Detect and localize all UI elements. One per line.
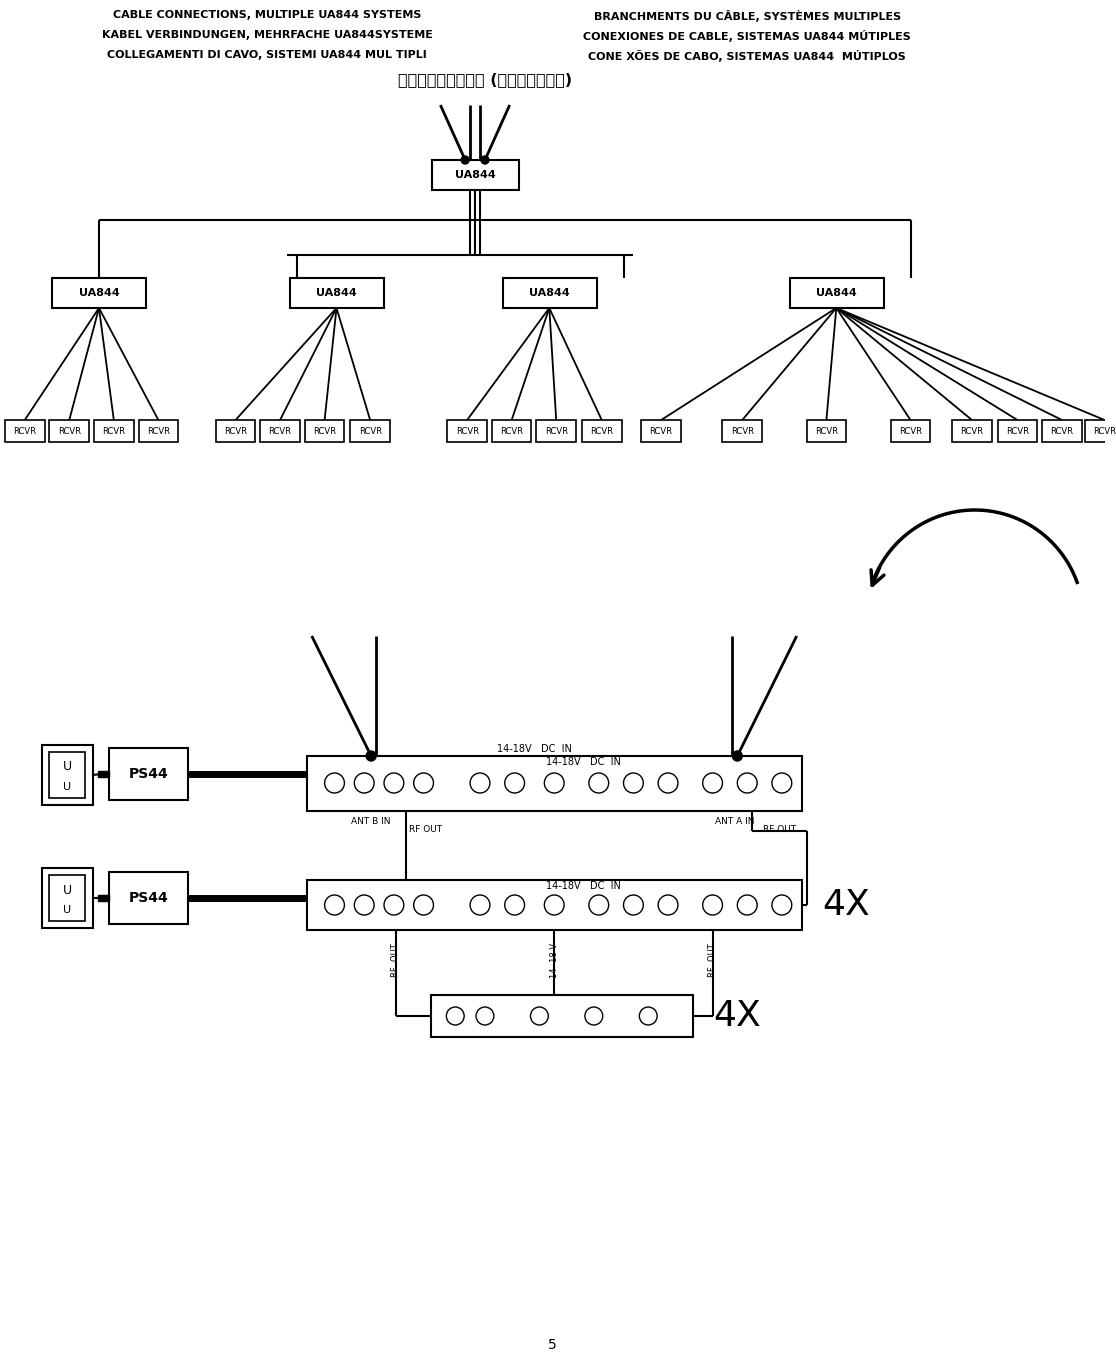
Text: CONEXIONES DE CABLE, SISTEMAS UA844 MÚTIPLES: CONEXIONES DE CABLE, SISTEMAS UA844 MÚTI… xyxy=(584,30,911,42)
Text: RCVR: RCVR xyxy=(1093,426,1116,436)
Text: RF  OUT: RF OUT xyxy=(708,943,718,977)
Bar xyxy=(432,160,519,190)
Text: RCVR: RCVR xyxy=(314,426,336,436)
Bar xyxy=(49,876,85,921)
Text: ANT B IN: ANT B IN xyxy=(352,817,391,825)
Text: 4X: 4X xyxy=(713,999,761,1033)
Bar xyxy=(891,419,931,443)
Text: U: U xyxy=(64,906,71,915)
Text: 14-18V   DC  IN: 14-18V DC IN xyxy=(547,757,622,766)
Bar xyxy=(722,419,762,443)
Bar xyxy=(305,419,345,443)
Text: RF  OUT: RF OUT xyxy=(392,943,401,977)
Bar xyxy=(1085,419,1116,443)
Text: RCVR: RCVR xyxy=(650,426,673,436)
Text: 5: 5 xyxy=(548,1339,557,1352)
Text: COLLEGAMENTI DI CAVO, SISTEMI UA844 MUL TIPLI: COLLEGAMENTI DI CAVO, SISTEMI UA844 MUL … xyxy=(107,51,427,60)
Text: UA844: UA844 xyxy=(78,288,119,298)
Text: U: U xyxy=(62,761,71,773)
Text: U: U xyxy=(64,781,71,792)
Text: RF OUT: RF OUT xyxy=(763,825,797,833)
Circle shape xyxy=(732,751,742,761)
Text: 14-18V   DC  IN: 14-18V DC IN xyxy=(497,744,571,754)
Bar xyxy=(503,279,597,307)
Circle shape xyxy=(461,156,469,164)
Bar xyxy=(307,880,801,930)
Text: RCVR: RCVR xyxy=(13,426,36,436)
Text: RCVR: RCVR xyxy=(103,426,125,436)
Text: UA844: UA844 xyxy=(529,288,569,298)
Text: RCVR: RCVR xyxy=(731,426,753,436)
Bar xyxy=(94,419,134,443)
Text: RCVR: RCVR xyxy=(147,426,170,436)
Text: ケーブルの接続方法 (複数システム用): ケーブルの接続方法 (複数システム用) xyxy=(398,72,573,87)
Text: PS44: PS44 xyxy=(128,766,169,781)
Circle shape xyxy=(481,156,489,164)
Text: 14- 18 V: 14- 18 V xyxy=(550,943,559,978)
Bar xyxy=(215,419,256,443)
Bar xyxy=(4,419,45,443)
Text: RCVR: RCVR xyxy=(269,426,291,436)
Bar xyxy=(41,744,93,805)
Text: RCVR: RCVR xyxy=(500,426,523,436)
Text: RF OUT: RF OUT xyxy=(408,825,442,833)
Bar xyxy=(49,419,89,443)
Bar xyxy=(1042,419,1081,443)
Text: BRANCHMENTS DU CÂBLE, SYSTÈMES MULTIPLES: BRANCHMENTS DU CÂBLE, SYSTÈMES MULTIPLES xyxy=(594,10,901,22)
Bar xyxy=(350,419,389,443)
Bar xyxy=(431,994,693,1037)
Bar xyxy=(642,419,681,443)
Text: RCVR: RCVR xyxy=(545,426,568,436)
Text: ANT A IN: ANT A IN xyxy=(714,817,754,825)
Text: UA844: UA844 xyxy=(816,288,857,298)
Text: CONE XÕES DE CABO, SISTEMAS UA844  MÚTIPLOS: CONE XÕES DE CABO, SISTEMAS UA844 MÚTIPL… xyxy=(588,51,906,61)
Bar xyxy=(260,419,300,443)
Bar xyxy=(307,755,801,811)
Bar xyxy=(109,872,187,923)
Text: RCVR: RCVR xyxy=(358,426,382,436)
Bar xyxy=(952,419,992,443)
Text: 14-18V   DC  IN: 14-18V DC IN xyxy=(547,881,622,891)
Text: RCVR: RCVR xyxy=(590,426,613,436)
Bar xyxy=(41,867,93,928)
Bar xyxy=(109,749,187,800)
Text: U: U xyxy=(62,884,71,896)
Text: UA844: UA844 xyxy=(454,169,496,180)
Text: RCVR: RCVR xyxy=(815,426,838,436)
Bar xyxy=(807,419,846,443)
Bar xyxy=(537,419,576,443)
Text: RCVR: RCVR xyxy=(58,426,80,436)
Bar xyxy=(998,419,1037,443)
Text: RCVR: RCVR xyxy=(961,426,983,436)
Text: RCVR: RCVR xyxy=(1006,426,1029,436)
Bar xyxy=(581,419,622,443)
Text: KABEL VERBINDUNGEN, MEHRFACHE UA844SYSTEME: KABEL VERBINDUNGEN, MEHRFACHE UA844SYSTE… xyxy=(102,30,433,40)
Text: CABLE CONNECTIONS, MULTIPLE UA844 SYSTEMS: CABLE CONNECTIONS, MULTIPLE UA844 SYSTEM… xyxy=(113,10,422,20)
Text: PS44: PS44 xyxy=(128,891,169,906)
Text: UA844: UA844 xyxy=(316,288,357,298)
Bar xyxy=(52,279,146,307)
Text: 4X: 4X xyxy=(822,888,870,922)
Bar xyxy=(492,419,531,443)
Bar xyxy=(290,279,384,307)
Bar xyxy=(790,279,884,307)
Bar xyxy=(138,419,179,443)
Text: RCVR: RCVR xyxy=(1050,426,1074,436)
Text: RCVR: RCVR xyxy=(455,426,479,436)
Text: RCVR: RCVR xyxy=(899,426,922,436)
Bar xyxy=(448,419,487,443)
Text: RCVR: RCVR xyxy=(224,426,247,436)
Bar xyxy=(49,753,85,798)
Circle shape xyxy=(366,751,376,761)
